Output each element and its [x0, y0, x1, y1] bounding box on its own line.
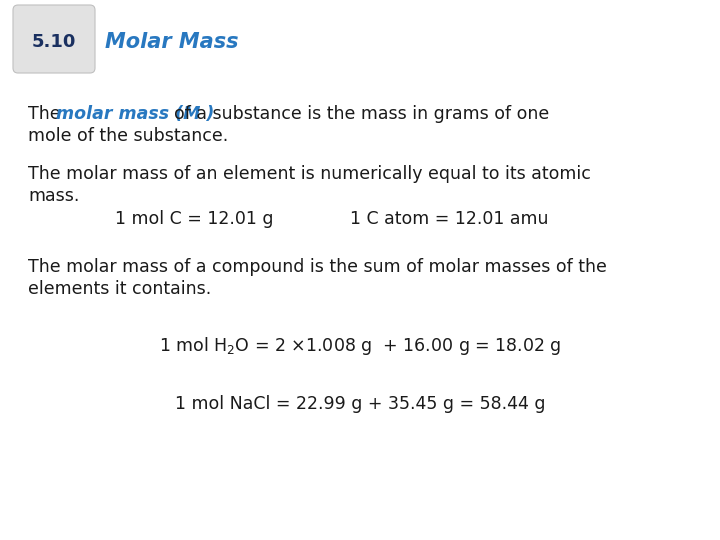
Text: The molar mass of a compound is the sum of molar masses of the: The molar mass of a compound is the sum …	[28, 258, 607, 276]
Text: 5.10: 5.10	[32, 33, 76, 51]
Text: 1 C atom = 12.01 amu: 1 C atom = 12.01 amu	[350, 210, 549, 228]
FancyBboxPatch shape	[13, 5, 95, 73]
Text: of a substance is the mass in grams of one: of a substance is the mass in grams of o…	[174, 105, 549, 123]
Text: 1 mol NaCl = 22.99 g + 35.45 g = 58.44 g: 1 mol NaCl = 22.99 g + 35.45 g = 58.44 g	[175, 395, 545, 413]
Text: The: The	[28, 105, 66, 123]
Text: elements it contains.: elements it contains.	[28, 280, 211, 298]
Text: mass.: mass.	[28, 187, 79, 205]
Text: The molar mass of an element is numerically equal to its atomic: The molar mass of an element is numerica…	[28, 165, 591, 183]
Text: 1 mol C = 12.01 g: 1 mol C = 12.01 g	[115, 210, 274, 228]
Text: molar mass (M ): molar mass (M )	[56, 105, 215, 123]
Text: 1 mol H$_2$O = 2 $\times$1.008 g  + 16.00 g = 18.02 g: 1 mol H$_2$O = 2 $\times$1.008 g + 16.00…	[159, 335, 561, 357]
Text: Molar Mass: Molar Mass	[105, 32, 238, 52]
Text: mole of the substance.: mole of the substance.	[28, 127, 228, 145]
